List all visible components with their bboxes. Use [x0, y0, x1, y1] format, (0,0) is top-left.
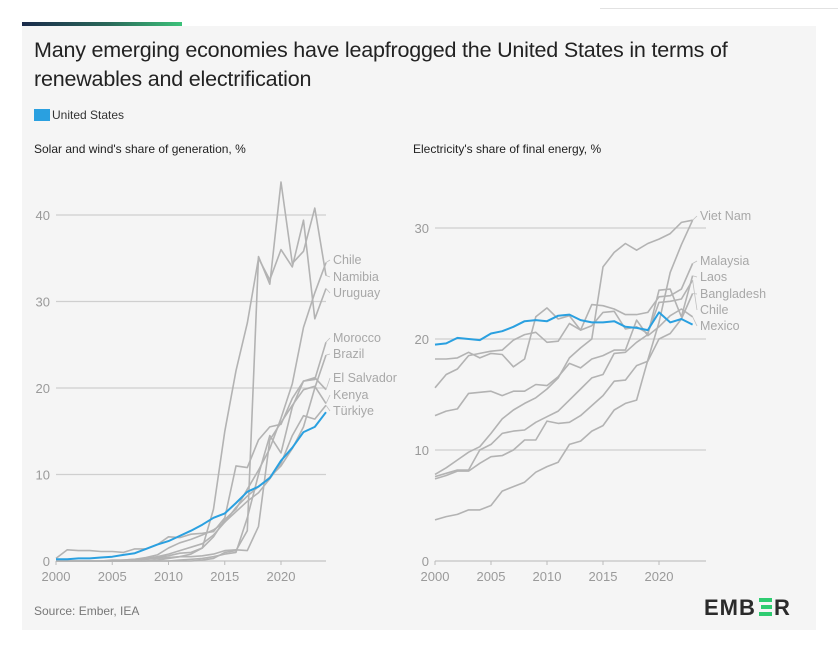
left-label-el-salvador: El Salvador [333, 371, 397, 385]
left-series-uruguay [56, 219, 327, 562]
left-y-tick-label: 40 [36, 208, 50, 223]
left-series-chile [56, 262, 327, 562]
left-leader-kenya [325, 394, 331, 404]
top-right-divider [600, 0, 838, 9]
left-y-tick-label: 10 [36, 468, 50, 483]
right-series-mexico [434, 308, 694, 417]
right-label-bangladesh: Bangladesh [700, 287, 766, 301]
right-label-malaysia: Malaysia [700, 254, 749, 268]
right-label-laos: Laos [700, 270, 727, 284]
left-leader-morocco [325, 337, 331, 343]
right-leader-laos [692, 275, 698, 278]
left-leader-uruguay [325, 288, 331, 294]
right-series-laos [434, 275, 694, 478]
chart-title: Many emerging economies have leapfrogged… [34, 38, 728, 91]
ember-logo-e-bars [759, 598, 772, 616]
right-label-chile: Chile [700, 303, 729, 317]
left-leader-namibia [325, 275, 331, 278]
left-label-brazil: Brazil [333, 347, 364, 361]
right-series-other [434, 219, 693, 476]
left-label-turkiye: Türkiye [333, 404, 374, 418]
right-x-tick-label: 2015 [589, 569, 618, 584]
left-label-uruguay: Uruguay [333, 286, 381, 300]
right-series-malaysia [435, 263, 694, 368]
right-chart-title: Electricity's share of final energy, % [413, 142, 602, 156]
chart-card: Many emerging economies have leapfrogged… [22, 26, 816, 630]
right-label-viet-nam: Viet Nam [700, 209, 751, 223]
left-series-morocco [55, 341, 327, 560]
right-series-viet-nam [434, 219, 694, 521]
left-series-united-states [56, 411, 327, 561]
right-series-united-states [434, 311, 694, 346]
left-x-tick-label: 2005 [98, 569, 127, 584]
right-y-tick-label: 20 [415, 332, 429, 347]
right-x-tick-label: 2005 [477, 569, 506, 584]
right-leader-viet-nam [692, 215, 698, 221]
left-x-tick-label: 2000 [42, 569, 71, 584]
right-label-mexico: Mexico [700, 319, 740, 333]
right-y-tick-label: 10 [415, 443, 429, 458]
svg-text:EMB: EMB [704, 595, 756, 620]
right-x-tick-label: 2010 [533, 569, 562, 584]
left-label-namibia: Namibia [333, 270, 379, 284]
legend-label-united-states: United States [52, 108, 125, 122]
right-leader-mexico [692, 316, 698, 327]
right-leader-chile [692, 280, 698, 311]
left-leader-el-salvador [325, 377, 331, 390]
left-label-kenya: Kenya [333, 388, 368, 402]
left-series-turkiye [56, 404, 327, 562]
legend: United States [34, 108, 124, 122]
left-x-tick-label: 2020 [267, 569, 296, 584]
left-leader-turkiye [325, 405, 331, 412]
brand-accent-bar [22, 22, 182, 26]
left-series-namibia [56, 181, 327, 562]
right-series-bangladesh [434, 293, 694, 480]
left-label-morocco: Morocco [333, 331, 381, 345]
left-leader-brazil [325, 353, 331, 356]
left-x-tick-label: 2015 [210, 569, 239, 584]
right-series-chile [434, 279, 694, 389]
left-chart-title: Solar and wind's share of generation, % [34, 142, 246, 156]
left-y-tick-label: 20 [36, 381, 50, 396]
left-y-tick-label: 0 [43, 554, 50, 569]
source-note: Source: Ember, IEA [34, 604, 140, 618]
right-y-tick-label: 0 [422, 554, 429, 569]
right-x-tick-label: 2020 [645, 569, 674, 584]
left-x-tick-label: 2010 [154, 569, 183, 584]
ember-logo: EMB R [704, 595, 790, 620]
left-y-tick-label: 30 [36, 295, 50, 310]
right-x-tick-label: 2000 [421, 569, 450, 584]
right-leader-malaysia [692, 260, 698, 264]
svg-text:R: R [774, 595, 790, 620]
right-y-tick-label: 30 [415, 221, 429, 236]
left-leader-chile [325, 259, 331, 263]
legend-swatch-united-states [34, 109, 50, 121]
left-label-chile: Chile [333, 253, 362, 267]
